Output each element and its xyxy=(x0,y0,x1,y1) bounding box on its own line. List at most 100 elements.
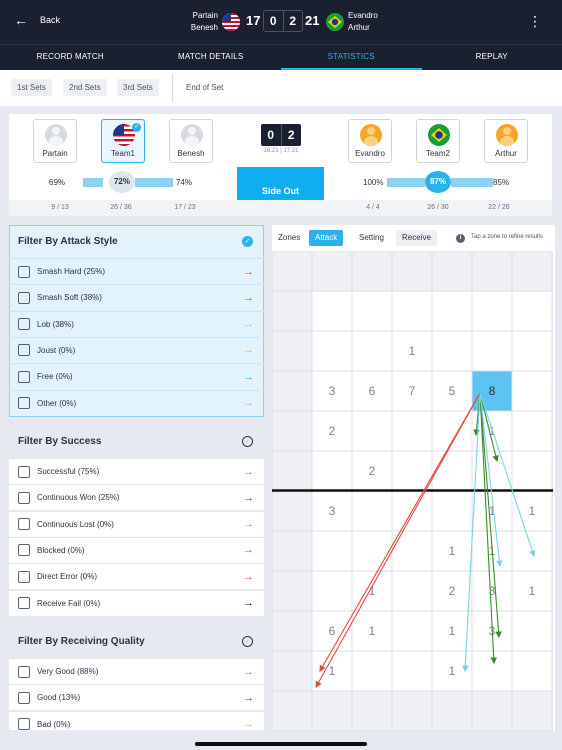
tab-match-details[interactable]: MATCH DETAILS xyxy=(178,52,244,61)
checkbox[interactable] xyxy=(18,718,30,730)
receiving-title: Filter By Receiving Quality xyxy=(18,636,145,647)
player-card-partain[interactable]: Partain xyxy=(33,119,77,163)
court-tab-attack[interactable]: Attack xyxy=(309,230,344,246)
zone-count[interactable]: 6 xyxy=(329,624,336,638)
zone-count[interactable]: 7 xyxy=(409,384,416,398)
player-card-arthur[interactable]: Arthur xyxy=(484,119,528,163)
zone-count[interactable]: 1 xyxy=(449,624,456,638)
filter-row[interactable]: Continuous Lost (0%) → xyxy=(9,510,264,537)
checkbox[interactable] xyxy=(18,597,30,609)
zone-count[interactable]: 3 xyxy=(489,584,496,598)
zone-count[interactable]: 2 xyxy=(369,464,376,478)
checkbox[interactable] xyxy=(18,691,30,704)
zone-count[interactable]: 8 xyxy=(489,384,496,398)
zone-count[interactable]: 1 xyxy=(529,584,536,598)
zone-count[interactable]: 1 xyxy=(369,624,376,638)
circle-icon[interactable] xyxy=(242,636,253,647)
team1-player-1: Partain xyxy=(192,11,218,20)
tab-replay[interactable]: REPLAY xyxy=(475,52,508,61)
set-filter-1st[interactable]: 1st Sets xyxy=(11,79,52,96)
arrow-right-icon: → xyxy=(243,665,254,678)
filter-row[interactable]: Bad (0%) → xyxy=(9,710,264,730)
filter-row[interactable]: Successful (75%) → xyxy=(9,458,264,484)
filter-row[interactable]: Free (0%) → xyxy=(9,363,264,389)
checkbox[interactable] xyxy=(18,491,30,504)
filter-label: Continuous Lost (0%) xyxy=(37,519,114,529)
checkbox[interactable] xyxy=(18,665,30,678)
checkbox[interactable] xyxy=(18,465,30,478)
checkbox[interactable] xyxy=(18,370,30,383)
zone-count[interactable]: 1 xyxy=(329,664,336,678)
set-filter-3rd[interactable]: 3rd Sets xyxy=(117,79,159,96)
court-tab-setting[interactable]: Setting xyxy=(359,233,384,242)
set-times: 16:21 | 17:21 xyxy=(263,148,299,154)
filter-row[interactable]: Receive Fail (0%) → xyxy=(9,589,264,616)
trajectory-arrow xyxy=(479,392,499,463)
checkbox[interactable] xyxy=(18,265,30,278)
checkbox[interactable] xyxy=(18,518,30,531)
court-tab-zones[interactable]: Zones xyxy=(278,233,301,242)
checkbox[interactable] xyxy=(18,544,30,557)
player-card-benesh[interactable]: Benesh xyxy=(169,119,213,163)
back-label: Back xyxy=(40,15,61,25)
zone-count[interactable]: 5 xyxy=(449,384,456,398)
set-filter-2nd[interactable]: 2nd Sets xyxy=(63,79,107,96)
trajectory-arrow xyxy=(315,392,481,688)
back-arrow-icon: ← xyxy=(14,12,28,28)
filter-label: Good (13%) xyxy=(37,693,81,703)
trajectory-arrow xyxy=(479,392,502,639)
checkbox[interactable] xyxy=(18,344,30,357)
back-button[interactable]: ← Back xyxy=(14,13,60,27)
zone-count[interactable]: 2 xyxy=(449,584,456,598)
filter-row[interactable]: Smash Soft (38%) → xyxy=(9,284,264,310)
zone-count[interactable]: 2 xyxy=(329,424,336,438)
zone-count[interactable]: 1 xyxy=(489,504,496,518)
arrow-right-icon: → xyxy=(243,265,254,278)
filter-label: Very Good (88%) xyxy=(37,667,99,676)
zone-count[interactable]: 6 xyxy=(369,384,376,398)
court-heatmap[interactable]: 136758212311111231611311 xyxy=(272,251,553,731)
check-circle-icon[interactable]: ✓ xyxy=(242,236,253,247)
more-menu-icon[interactable]: ⋮ xyxy=(528,13,542,29)
player-card-team2[interactable]: Team2 xyxy=(416,119,460,163)
zone-count[interactable]: 3 xyxy=(329,384,336,398)
filter-row[interactable]: Blocked (0%) → xyxy=(9,536,264,563)
success-title: Filter By Success xyxy=(18,436,102,447)
checkbox[interactable] xyxy=(18,291,30,304)
tab-statistics[interactable]: STATISTICS xyxy=(281,45,422,70)
zone-count[interactable]: 1 xyxy=(409,344,416,358)
filter-row[interactable]: Continuous Won (25%) → xyxy=(9,484,264,511)
zone-count[interactable]: 1 xyxy=(449,544,456,558)
zone-count[interactable]: 3 xyxy=(329,504,336,518)
zone-count[interactable]: 1 xyxy=(369,584,376,598)
set-filter-end-of-set[interactable]: End of Set xyxy=(186,83,224,92)
filter-label: Joust (0%) xyxy=(37,345,76,355)
filter-row[interactable]: Joust (0%) → xyxy=(9,336,264,363)
zone-count[interactable]: 1 xyxy=(449,664,456,678)
player-card-team1[interactable]: ✓ Team1 xyxy=(101,119,145,163)
filter-row[interactable]: Very Good (88%) → xyxy=(9,658,264,684)
tab-record-match[interactable]: RECORD MATCH xyxy=(36,52,104,61)
arrow-right-icon: → xyxy=(243,318,254,331)
frac-team2: 26 / 30 xyxy=(427,204,449,211)
checkbox[interactable] xyxy=(18,570,30,583)
circle-icon[interactable] xyxy=(242,436,253,447)
filter-row[interactable]: Good (13%) → xyxy=(9,684,264,711)
arrow-right-icon: → xyxy=(243,544,254,557)
zone-count[interactable]: 1 xyxy=(529,504,536,518)
player-name: Team1 xyxy=(110,149,135,158)
set-score: 0 2 xyxy=(261,124,301,146)
filter-row[interactable]: Direct Error (0%) → xyxy=(9,563,264,590)
frac-evandro: 4 / 4 xyxy=(366,204,380,211)
pct-evandro: 100% xyxy=(363,178,384,187)
player-name: Partain xyxy=(42,149,68,158)
court-tab-receive[interactable]: Receive xyxy=(396,230,437,246)
team1-sets: 0 xyxy=(264,11,284,31)
player-card-evandro[interactable]: Evandro xyxy=(348,119,392,163)
filter-row[interactable]: Other (0%) → xyxy=(9,389,264,416)
filter-row[interactable]: Lob (38%) → xyxy=(9,310,264,337)
filter-row[interactable]: Smash Hard (25%) → xyxy=(9,258,264,284)
checkbox[interactable] xyxy=(18,318,30,331)
checkbox[interactable] xyxy=(18,397,30,409)
filter-label: Free (0%) xyxy=(37,372,73,382)
